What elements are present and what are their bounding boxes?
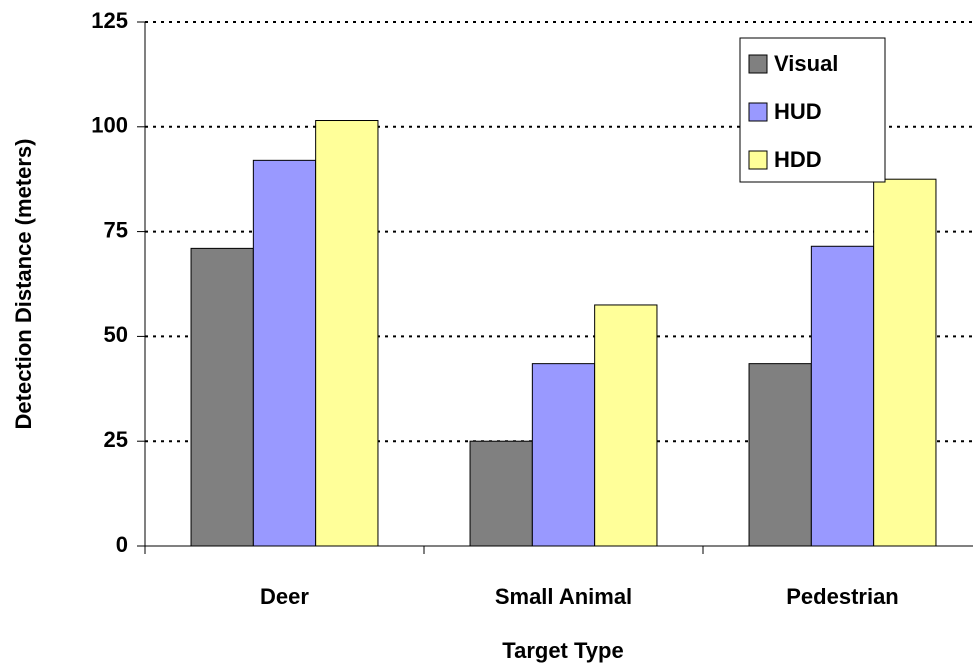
bar: [810, 245, 875, 547]
y-axis-title: Detection Distance (meters): [11, 139, 36, 430]
legend-label: Visual: [774, 51, 838, 76]
legend-label: HUD: [774, 99, 822, 124]
legend-label: HDD: [774, 147, 822, 172]
bar: [531, 363, 596, 547]
y-tick-label: 100: [91, 113, 128, 138]
y-tick-label: 75: [104, 217, 128, 242]
legend-swatch: [748, 102, 768, 122]
y-tick-label: 0: [116, 532, 128, 557]
x-tick-label: Pedestrian: [786, 584, 899, 609]
bar: [594, 304, 658, 547]
bar: [252, 159, 317, 547]
x-axis-title: Target Type: [502, 638, 623, 663]
y-tick-label: 125: [91, 8, 128, 33]
legend-swatch: [748, 54, 768, 74]
x-tick-label: Deer: [260, 584, 309, 609]
bar: [748, 363, 812, 547]
bar: [315, 120, 379, 547]
bar: [469, 440, 533, 547]
legend-swatch: [748, 150, 768, 170]
y-tick-label: 25: [104, 427, 128, 452]
bar: [873, 178, 937, 547]
x-tick-label: Small Animal: [495, 584, 632, 609]
bar: [190, 247, 254, 547]
y-tick-label: 50: [104, 322, 128, 347]
